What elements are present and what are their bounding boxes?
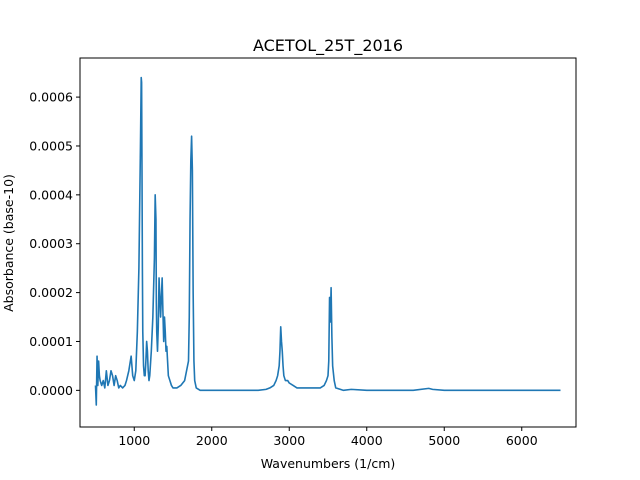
plot-frame [79,57,577,428]
series-line-0 [94,76,561,406]
x-tick-label: 6000 [506,433,538,448]
chart-title: ACETOL_25T_2016 [253,36,403,56]
x-tick-label: 3000 [273,433,305,448]
y-tick-label: 0.0001 [29,334,73,349]
y-tick-label: 0.0003 [29,236,73,251]
y-tick-label: 0.0005 [29,138,73,153]
y-axis: 0.0000 0.0001 0.0002 0.0003 0.0004 0.0005 0.00… [29,90,80,398]
x-tick-label: 2000 [196,433,228,448]
x-tick-label: 1000 [118,433,150,448]
y-tick-label: 0.0004 [29,187,73,202]
y-tick-label: 0.0006 [29,90,73,105]
y-axis-label: Absorbance (base-10) [1,174,16,312]
x-tick-label: 4000 [351,433,383,448]
x-axis-label: Wavenumbers (1/cm) [261,456,396,471]
y-tick-label: 0.0000 [29,383,73,398]
y-tick-label: 0.0002 [29,285,73,300]
x-tick-label: 5000 [428,433,460,448]
series-layer [94,76,561,406]
x-axis: 1000 2000 3000 4000 5000 6000 [118,427,538,448]
plot-area [79,57,577,428]
